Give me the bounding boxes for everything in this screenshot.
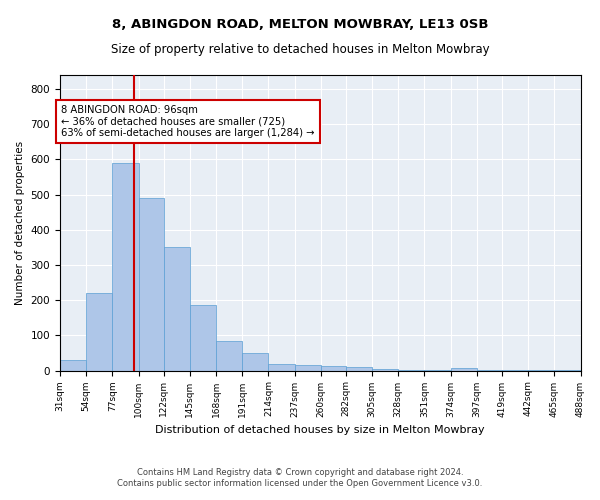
Bar [321,366,346,370]
Bar [295,366,321,370]
Bar [242,353,268,370]
Text: 8 ABINGDON ROAD: 96sqm
← 36% of detached houses are smaller (725)
63% of semi-de: 8 ABINGDON ROAD: 96sqm ← 36% of detached… [61,105,314,138]
Text: Size of property relative to detached houses in Melton Mowbray: Size of property relative to detached ho… [110,42,490,56]
Bar [60,360,86,370]
Bar [112,163,139,370]
Y-axis label: Number of detached properties: Number of detached properties [15,140,25,305]
Text: 8, ABINGDON ROAD, MELTON MOWBRAY, LE13 0SB: 8, ABINGDON ROAD, MELTON MOWBRAY, LE13 0… [112,18,488,30]
Bar [139,198,164,370]
Bar [190,306,216,370]
Bar [164,248,190,370]
Bar [86,293,112,370]
X-axis label: Distribution of detached houses by size in Melton Mowbray: Distribution of detached houses by size … [155,425,485,435]
Bar [372,369,398,370]
Bar [346,367,372,370]
Bar [268,364,295,370]
Bar [451,368,477,370]
Bar [216,342,242,370]
Text: Contains HM Land Registry data © Crown copyright and database right 2024.
Contai: Contains HM Land Registry data © Crown c… [118,468,482,487]
